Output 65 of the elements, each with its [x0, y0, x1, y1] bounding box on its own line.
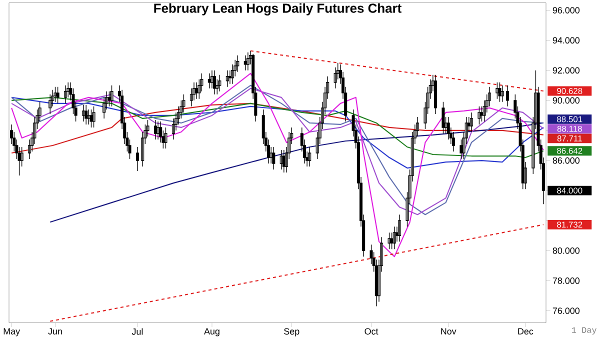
candlestick [231, 64, 234, 84]
candlestick [56, 86, 60, 104]
candlestick [48, 94, 52, 114]
y-tick-label: 80.000 [552, 247, 580, 254]
x-tick-label: Oct [364, 328, 378, 334]
chart-title: February Lean Hogs Daily Futures Chart [154, 3, 402, 16]
x-tick-label: Jun [48, 328, 62, 334]
x-tick-label: Sep [284, 328, 300, 336]
x-tick-label: Jul [132, 328, 143, 335]
candlestick [208, 72, 211, 89]
data-label: 90.628 [557, 88, 582, 94]
y-tick-label: 94.000 [552, 36, 580, 44]
candlestick [506, 84, 509, 107]
candlestick [470, 112, 473, 132]
candlestick [90, 108, 93, 128]
y-tick-label: 76.000 [552, 307, 580, 314]
data-label: 86.642 [557, 148, 582, 154]
x-tick-label: Aug [204, 328, 220, 336]
candlestick [452, 131, 456, 152]
candlestick [272, 146, 276, 170]
candlestick [218, 74, 222, 92]
candlestick [226, 70, 229, 88]
candlestick [498, 82, 502, 102]
candlestick [496, 82, 499, 100]
candlestick [92, 106, 96, 128]
y-tick-label: 86.000 [552, 157, 580, 164]
text: 84.000 [557, 187, 582, 194]
candlestick [110, 84, 114, 107]
text: 1 Day [572, 327, 597, 334]
candlestick [87, 108, 90, 125]
x-tick-label: Dec [518, 328, 534, 334]
candlestick [308, 146, 312, 167]
data-label: 81.732 [557, 221, 582, 228]
candlestick [392, 226, 396, 250]
candlestick [282, 149, 286, 173]
y-tick-label: 78.000 [552, 277, 580, 284]
candlestick [478, 106, 481, 125]
data-label: 88.118 [557, 126, 582, 132]
candlestick [398, 214, 402, 242]
y-tick-label: 96.000 [552, 6, 580, 14]
y-tick-label: 92.000 [552, 67, 580, 74]
candlestick [434, 74, 438, 114]
candlestick [236, 54, 240, 72]
y-tick-label: 90.000 [552, 97, 580, 104]
x-tick-label: Nov [441, 328, 456, 334]
candlestick [195, 82, 198, 100]
candlestick [213, 70, 216, 95]
candlestick [136, 146, 139, 172]
candlestick [244, 54, 247, 71]
data-label: 88.501 [557, 116, 582, 122]
x-tick-label: May [4, 328, 20, 336]
candlestick [64, 84, 68, 104]
data-label: 87.711 [557, 135, 582, 142]
candlestick [156, 120, 160, 140]
candlestick [246, 52, 250, 71]
candlestick [154, 119, 157, 140]
candlestick [84, 104, 88, 125]
candlestick [54, 86, 57, 102]
candlestick [82, 104, 86, 122]
candlestick [500, 84, 504, 102]
candlestick [446, 116, 450, 140]
candlestick [442, 101, 445, 134]
candlestick [164, 126, 168, 149]
candlestick [334, 66, 337, 89]
line-series [11, 72, 544, 258]
